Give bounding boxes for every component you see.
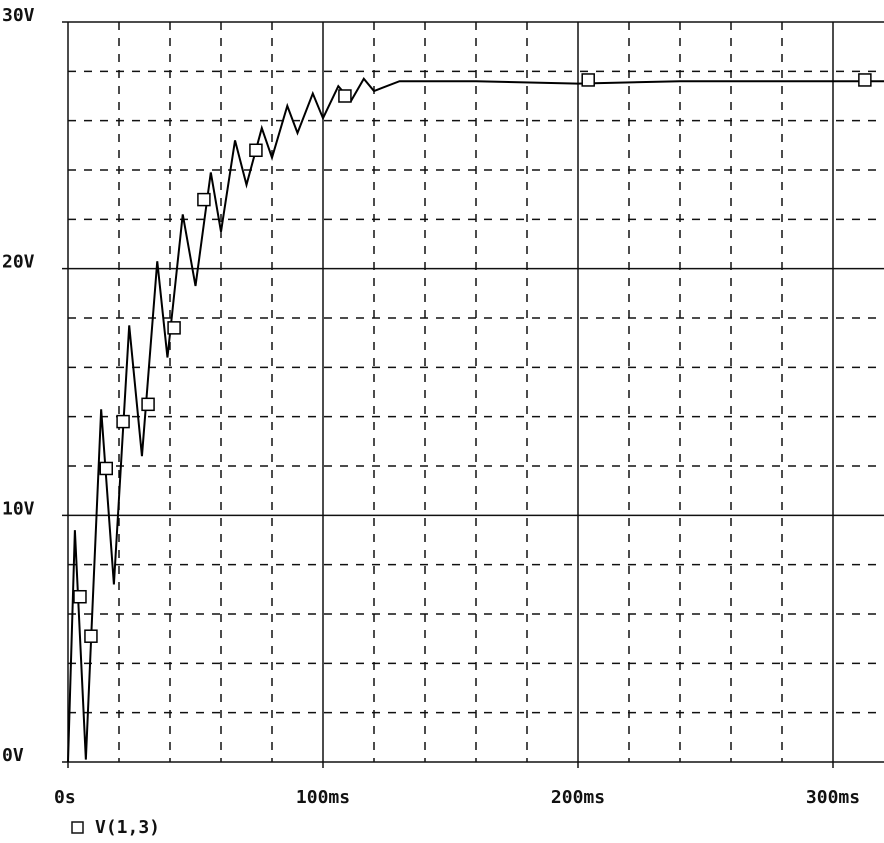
series-marker [859,74,871,86]
series-marker [117,416,129,428]
x-tick-label: 200ms [551,787,605,808]
y-tick-label: 0V [2,745,24,766]
legend-label: V(1,3) [95,817,160,838]
y-tick-label: 30V [2,5,35,26]
x-tick-label: 100ms [296,787,350,808]
y-tick-label: 10V [2,498,35,519]
legend-marker [72,822,83,833]
x-tick-label: 0s [54,787,76,808]
series-marker [74,591,86,603]
series-marker [339,90,351,102]
y-tick-label: 20V [2,252,35,273]
series-marker [142,398,154,410]
series-marker [250,144,262,156]
chart: V(1,3) 0V 10V 20V 30V 0s 100ms 200ms 300ms [0,0,884,843]
x-tick-label: 300ms [806,787,860,808]
series-line [68,79,884,762]
series-marker [85,630,97,642]
series-marker [168,322,180,334]
series-marker [582,74,594,86]
series-marker [100,462,112,474]
series-marker [198,194,210,206]
